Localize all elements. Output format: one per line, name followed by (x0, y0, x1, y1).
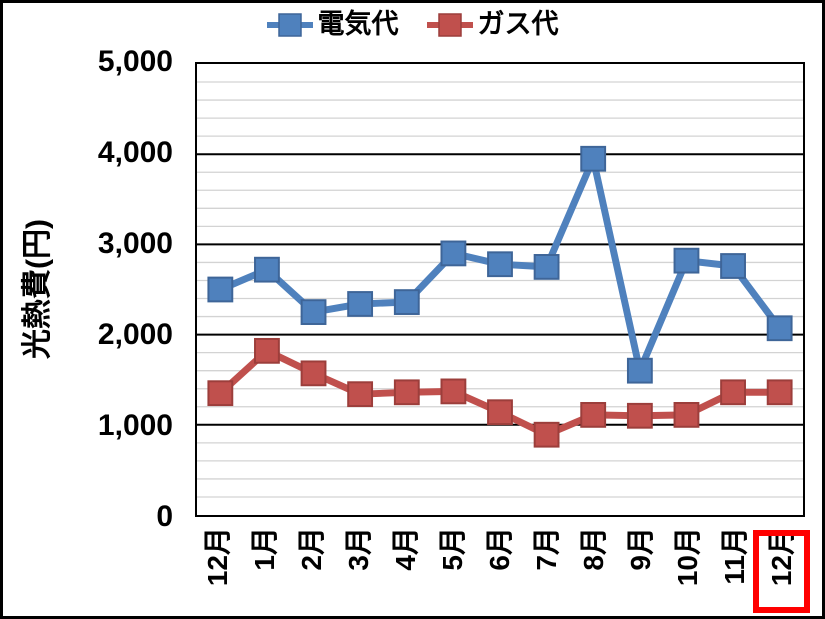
x-tick-label: 8月 (577, 527, 609, 571)
y-tick-label: 0 (156, 500, 173, 533)
legend-label: ガス代 (477, 9, 559, 39)
x-tick-label: 10月 (671, 527, 703, 587)
legend-line-marker-icon (266, 12, 313, 37)
legend-item: 電気代 (266, 9, 399, 39)
x-tick-label: 5月 (437, 527, 469, 571)
legend-item: ガス代 (426, 9, 559, 39)
chart-plot-svg (197, 81, 803, 498)
y-tick-label: 2,000 (97, 318, 173, 351)
x-tick-label: 4月 (390, 527, 422, 571)
x-tick-label: 1月 (249, 527, 281, 571)
x-tick-label: 9月 (624, 527, 656, 571)
y-tick-label: 4,000 (97, 136, 173, 169)
y-tick-label: 3,000 (97, 227, 173, 260)
legend-label: 電気代 (317, 9, 399, 39)
x-tick-label: 12月 (202, 527, 234, 587)
y-axis-title: 光熱費(円) (21, 219, 54, 359)
x-tick-label: 2月 (296, 527, 328, 571)
x-tick-label: 6月 (484, 527, 515, 571)
x-tick-label: 7月 (530, 527, 562, 571)
x-tick-label: 11月 (718, 527, 750, 585)
legend: 電気代 ガス代 (3, 11, 822, 38)
y-tick-label: 5,000 (97, 45, 173, 78)
y-tick-label: 1,000 (97, 409, 173, 442)
legend-line-marker-icon (426, 12, 473, 37)
plot-area (195, 62, 805, 517)
highlighted-month-box (753, 530, 811, 613)
x-tick-label: 3月 (343, 527, 375, 571)
